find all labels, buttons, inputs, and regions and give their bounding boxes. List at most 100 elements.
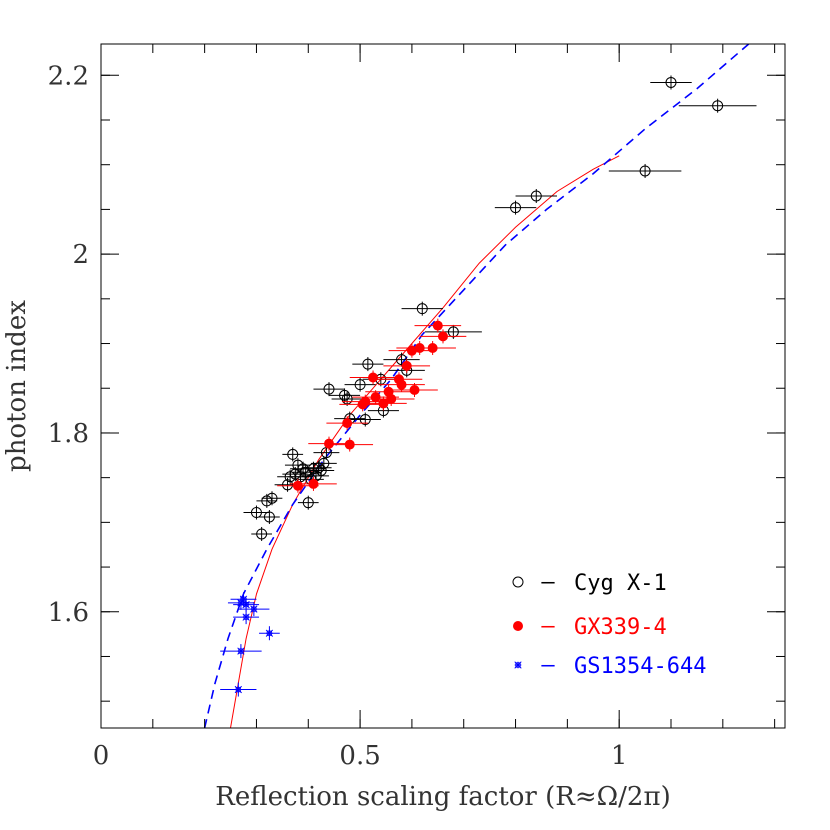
plot-area — [203, 44, 757, 728]
data-point — [419, 329, 467, 344]
data-point — [494, 200, 537, 215]
legend-entry-2: – GX339-4 — [513, 614, 667, 640]
legend-entry-3: – GS1354-644 — [514, 653, 706, 679]
series-2 — [277, 318, 467, 493]
filled-circle-marker — [292, 480, 303, 491]
open-circle-marker — [362, 358, 374, 370]
data-point — [297, 495, 319, 510]
data-point — [230, 592, 257, 607]
filled-circle-marker — [370, 392, 381, 403]
data-point — [282, 447, 304, 462]
data-point — [326, 416, 368, 431]
legend-label: Cyg X-1 — [574, 571, 667, 596]
y-axis-label: photon index — [2, 300, 32, 472]
open-circle-marker — [447, 326, 459, 338]
open-circle-marker — [263, 511, 275, 523]
star-marker — [234, 685, 242, 694]
model-curve-1 — [230, 155, 620, 728]
data-point — [220, 644, 262, 659]
open-circle-marker — [639, 165, 651, 177]
data-point — [349, 370, 397, 385]
star-marker-box — [266, 630, 273, 636]
open-circle-marker — [359, 414, 371, 426]
data-point — [259, 509, 280, 524]
data-point — [367, 391, 415, 406]
data-point — [383, 358, 431, 373]
open-circle-marker — [302, 497, 314, 509]
plot-frame — [100, 43, 786, 729]
open-circle-marker — [339, 389, 351, 401]
star-marker-box — [235, 686, 241, 693]
data-point — [220, 682, 257, 697]
star-marker-box — [243, 602, 249, 608]
y-tick-label: 2 — [72, 240, 89, 270]
data-point — [308, 436, 350, 451]
legend-dash: – — [541, 653, 555, 678]
filled-circle-marker — [308, 478, 319, 489]
open-circle-marker — [416, 303, 428, 315]
filled-circle-marker — [396, 379, 407, 390]
filled-circle-marker — [438, 331, 448, 342]
data-point — [401, 301, 443, 316]
x-tick-label: 0.5 — [339, 741, 380, 771]
filled-circle-marker — [427, 343, 438, 353]
data-point — [344, 377, 376, 392]
star-marker — [250, 605, 258, 613]
data-point — [251, 526, 272, 541]
data-point — [391, 383, 438, 398]
x-tick-label: 0 — [93, 741, 110, 771]
filled-circle-marker — [344, 439, 355, 450]
open-circle-marker — [354, 379, 366, 391]
filled-circle-marker — [409, 385, 420, 396]
filled-circle-marker — [378, 398, 389, 409]
y-tick-label: 1.6 — [48, 598, 89, 628]
open-circle-marker — [323, 383, 335, 395]
open-circle-marker — [530, 190, 542, 202]
star-marker — [237, 599, 245, 607]
series-1 — [243, 75, 757, 541]
data-point — [650, 75, 692, 90]
filled-circle-marker — [432, 320, 443, 331]
open-circle-marker — [315, 464, 327, 476]
data-point — [329, 388, 361, 403]
star-marker-box — [251, 606, 257, 612]
open-circle-marker — [318, 457, 330, 469]
data-point — [259, 626, 280, 641]
legend-dash: – — [541, 570, 555, 595]
model-curve-2 — [203, 44, 750, 728]
data-point — [414, 318, 462, 333]
legend: – Cyg X-1– GX339-4– GS1354-644 — [512, 570, 706, 679]
legend-dash: – — [541, 614, 555, 639]
data-point — [360, 396, 407, 411]
filled-circle-marker — [401, 360, 412, 371]
star-marker-box — [515, 662, 521, 668]
star-marker — [242, 613, 250, 621]
data-point — [308, 463, 335, 478]
data-point — [678, 98, 757, 113]
legend-entry-1: – Cyg X-1 — [512, 570, 667, 596]
star-marker — [237, 647, 245, 655]
series-3 — [220, 592, 280, 697]
filled-circle-marker — [513, 621, 523, 631]
star-marker-box — [238, 648, 244, 654]
data-point — [313, 382, 345, 397]
open-circle-marker — [266, 492, 278, 504]
data-point — [352, 357, 384, 372]
filled-circle-marker — [360, 396, 371, 407]
data-point — [290, 476, 337, 491]
open-circle-marker — [282, 479, 294, 491]
filled-circle-marker — [386, 393, 397, 404]
data-point — [233, 610, 260, 625]
data-point — [515, 189, 557, 203]
star-marker — [265, 629, 274, 637]
star-marker — [242, 600, 250, 609]
data-point — [378, 377, 425, 392]
open-circle-marker — [250, 507, 262, 519]
open-circle-marker — [512, 576, 524, 588]
data-point — [243, 505, 270, 520]
y-tick-label: 1.8 — [48, 419, 89, 449]
x-tick-label: 1 — [611, 741, 628, 771]
star-marker — [514, 661, 522, 669]
data-point — [238, 602, 270, 617]
